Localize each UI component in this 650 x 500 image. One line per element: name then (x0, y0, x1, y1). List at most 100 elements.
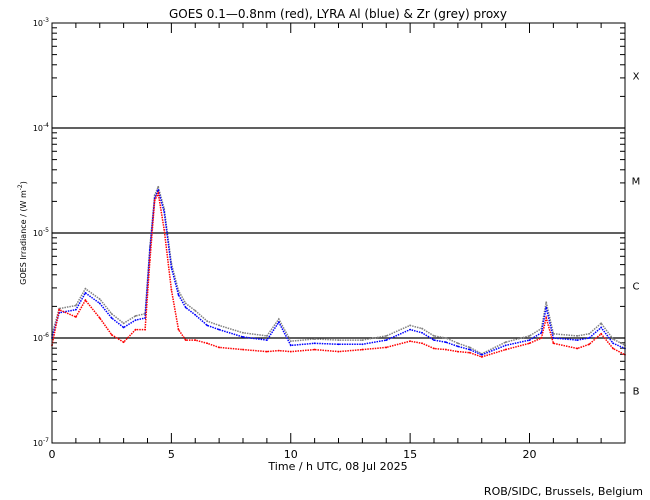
data-point (134, 319, 137, 322)
data-point (218, 324, 221, 327)
data-point (361, 343, 364, 346)
data-point (588, 332, 591, 335)
data-point (385, 339, 388, 341)
data-point (289, 340, 292, 343)
data-point (153, 199, 156, 202)
data-point (552, 342, 555, 345)
data-point (445, 348, 447, 351)
y-tick-label: 10-4 (33, 122, 49, 133)
data-point (588, 337, 591, 339)
series-line-lyra-al-blue-proxy (51, 187, 626, 356)
data-point (409, 340, 412, 343)
data-point (194, 339, 197, 341)
data-point (528, 342, 531, 345)
data-point (144, 328, 147, 331)
data-point (242, 331, 244, 334)
data-point (277, 349, 280, 352)
data-point (480, 353, 483, 356)
y-axis-label-sup: -2 (17, 184, 24, 190)
x-tick-label: 20 (523, 448, 537, 461)
flare-class-label: M (632, 177, 641, 188)
data-point (409, 328, 412, 331)
data-point (134, 315, 137, 317)
data-point (157, 185, 160, 188)
data-point (480, 356, 483, 358)
data-point (361, 348, 364, 351)
data-point (242, 348, 244, 351)
data-point (433, 347, 435, 350)
data-point (385, 346, 388, 349)
data-point (184, 339, 187, 341)
data-point (242, 336, 244, 338)
data-point (277, 318, 280, 320)
data-point (206, 324, 209, 327)
flare-class-label: C (633, 282, 640, 293)
data-point (504, 344, 507, 347)
data-point (98, 298, 101, 301)
data-point (528, 339, 531, 341)
data-point (337, 343, 340, 346)
data-point (218, 346, 221, 349)
data-point (184, 302, 187, 305)
chart-title: GOES 0.1—0.8nm (red), LYRA Al (blue) & Z… (169, 7, 507, 21)
data-point (163, 211, 166, 213)
data-point (194, 309, 197, 312)
y-axis-label: GOES Irradiance / (W m-2) (17, 181, 28, 285)
y-axis-label-close: ) (19, 181, 28, 184)
data-point (576, 335, 579, 337)
data-point (456, 350, 459, 353)
data-point (445, 337, 447, 339)
data-point (552, 337, 555, 339)
data-point (177, 294, 180, 296)
data-point (504, 348, 507, 351)
data-point (545, 306, 548, 309)
data-point (313, 342, 316, 345)
data-point (545, 317, 548, 319)
data-point (600, 332, 603, 335)
data-point (84, 287, 87, 290)
data-point (74, 316, 77, 318)
data-point (540, 337, 543, 339)
data-point (545, 301, 548, 304)
y-tick-base: 10 (33, 124, 43, 133)
data-point (206, 342, 209, 345)
data-point (421, 342, 423, 345)
x-tick-label: 15 (403, 448, 417, 461)
data-point (456, 345, 459, 348)
y-tick-base: 10 (33, 334, 43, 343)
data-point (504, 341, 507, 344)
data-point (122, 322, 125, 325)
data-point (98, 302, 101, 305)
data-point (445, 341, 447, 344)
data-point (385, 335, 388, 337)
data-point (600, 326, 603, 329)
data-point (177, 328, 180, 331)
y-tick-label: 10-6 (33, 332, 49, 343)
data-point (98, 317, 101, 319)
data-point (170, 266, 173, 269)
series-line-goes-0-1-0-8nm-red- (51, 190, 626, 358)
credit-text: ROB/SIDC, Brussels, Belgium (484, 485, 643, 498)
data-point (110, 317, 113, 319)
data-point (74, 304, 77, 307)
data-point (122, 326, 125, 329)
data-point (134, 328, 137, 331)
data-point (110, 333, 113, 336)
y-tick-exp: -5 (43, 227, 49, 234)
data-point (468, 348, 471, 351)
data-point (148, 259, 151, 262)
data-point (409, 324, 412, 327)
y-tick-label: 10-7 (33, 437, 49, 448)
data-point (170, 288, 173, 291)
series-line-lyra-zr-grey-proxy (51, 184, 626, 355)
data-point (289, 350, 292, 353)
flare-class-label: X (633, 72, 640, 83)
data-point (157, 189, 160, 191)
data-point (313, 348, 316, 351)
x-axis-label: Time / h UTC, 08 Jul 2025 (267, 460, 407, 473)
data-point (218, 328, 221, 331)
data-point (206, 320, 209, 323)
data-point (576, 347, 579, 350)
data-point (58, 308, 61, 311)
data-point (74, 308, 77, 311)
